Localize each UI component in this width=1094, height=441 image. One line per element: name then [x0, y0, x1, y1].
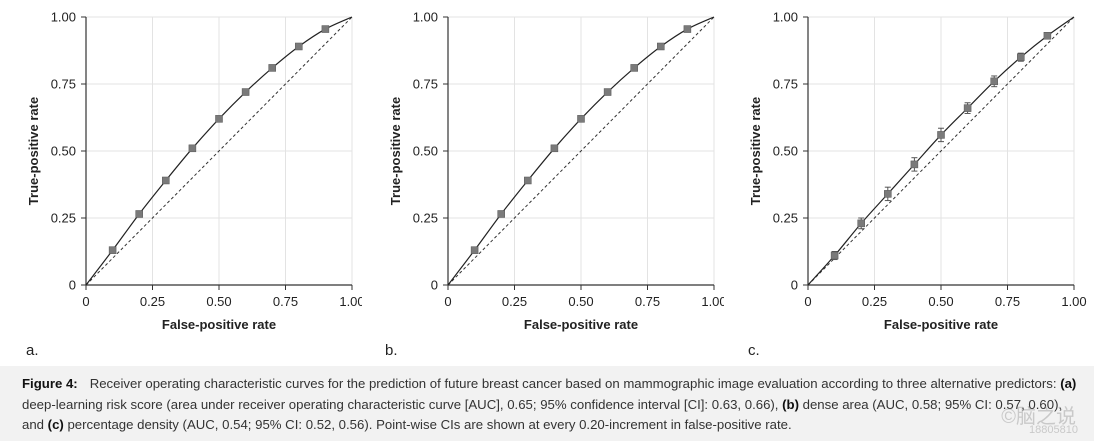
x-axis-title: False-positive rate — [884, 317, 998, 332]
y-tick-label: 0 — [69, 278, 76, 293]
roc-chart-c: 00 0.25 0.25 0.50 0.50 0.75 0.75 1.00 1.00 False-… — [748, 10, 1087, 333]
roc-point — [497, 210, 505, 218]
x-tick-label: 0.75 — [635, 294, 660, 309]
y-axis-title: True-positive rate — [748, 97, 763, 205]
y-tick-label: 0.25 — [51, 211, 76, 226]
panel-label-b: b. — [385, 342, 398, 359]
watermark-id: 18805810 — [1029, 424, 1078, 436]
roc-point — [1043, 32, 1052, 40]
roc-chart-b: 00 0.25 0.25 0.50 0.50 0.75 0.75 1.00 1.00 False-… — [388, 10, 724, 333]
panel-label-c: c. — [748, 342, 760, 359]
x-tick-label: 0.50 — [568, 294, 593, 309]
roc-point — [108, 246, 117, 254]
roc-point — [1017, 53, 1025, 61]
roc-point — [524, 176, 532, 185]
caption-text-c: percentage density (AUC, 0.54; 95% CI: 0… — [63, 417, 792, 432]
y-tick-label: 0.75 — [773, 77, 798, 92]
caption-tag-c: (c) — [47, 417, 64, 432]
y-tick-label: 0.75 — [413, 77, 438, 92]
roc-point — [857, 219, 865, 228]
caption-background — [0, 366, 1094, 441]
x-tick-label: 0 — [82, 294, 89, 309]
x-tick-label: 0.25 — [862, 294, 887, 309]
x-tick-label: 0.25 — [140, 294, 165, 309]
roc-point — [657, 42, 665, 51]
roc-point — [910, 160, 919, 169]
x-tick-label: 1.00 — [1061, 294, 1086, 309]
y-tick-label: 1.00 — [773, 10, 798, 25]
roc-point — [550, 144, 559, 153]
caption-text-a: deep-learning risk score (area under rec… — [22, 396, 783, 412]
caption-text-b: dense area (AUC, 0.58; 95% CI: 0.57, 0.6… — [22, 396, 1063, 433]
roc-chart-a: 00 0.25 0.25 0.50 0.50 0.75 0.75 1.00 1.00 False-… — [26, 10, 362, 333]
roc-point — [577, 115, 585, 123]
roc-point — [321, 25, 330, 33]
roc-point — [470, 246, 479, 254]
y-tick-label: 1.00 — [413, 10, 438, 25]
x-tick-label: 0.50 — [206, 294, 231, 309]
x-axis-title: False-positive rate — [162, 317, 276, 332]
roc-point — [295, 42, 303, 51]
caption-label: Figure 4: — [22, 376, 78, 391]
y-tick-label: 0.50 — [413, 144, 438, 159]
x-tick-label: 0 — [804, 294, 811, 309]
x-axis-title: False-positive rate — [524, 317, 638, 332]
roc-point — [990, 77, 998, 86]
y-tick-label: 0.25 — [413, 211, 438, 226]
roc-point — [683, 25, 692, 33]
caption-tag-a: (a) — [1060, 376, 1077, 391]
y-tick-label: 0.50 — [51, 144, 76, 159]
reference-diagonal-line — [447, 16, 715, 286]
y-axis-title: True-positive rate — [26, 97, 41, 205]
y-tick-label: 1.00 — [51, 10, 76, 25]
roc-point — [215, 115, 223, 123]
roc-point — [630, 64, 638, 72]
roc-point — [603, 88, 612, 96]
roc-point — [830, 251, 839, 260]
x-tick-label: 0.50 — [928, 294, 953, 309]
y-tick-label: 0.75 — [51, 77, 76, 92]
y-tick-label: 0.50 — [773, 144, 798, 159]
figure-caption: Figure 4: Receiver operating characterist… — [22, 374, 1082, 436]
reference-diagonal-line — [85, 16, 353, 286]
x-tick-label: 0.75 — [273, 294, 298, 309]
roc-point — [241, 88, 250, 96]
y-tick-label: 0.25 — [773, 211, 798, 226]
x-tick-label: 0 — [444, 294, 451, 309]
x-tick-label: 1.00 — [339, 294, 362, 309]
roc-point — [135, 210, 143, 218]
roc-point — [937, 131, 945, 139]
x-tick-label: 1.00 — [701, 294, 724, 309]
x-tick-label: 0.25 — [502, 294, 527, 309]
caption-tag-b: (b) — [782, 396, 799, 412]
x-tick-label: 0.75 — [995, 294, 1020, 309]
roc-point — [268, 64, 276, 72]
roc-point — [884, 190, 892, 198]
reference-diagonal-line — [807, 16, 1075, 286]
panel-label-a: a. — [26, 342, 39, 359]
roc-point — [963, 104, 972, 112]
roc-point — [162, 176, 170, 185]
roc-point — [188, 144, 197, 153]
caption-intro: Receiver operating characteristic curves… — [89, 376, 1061, 391]
y-tick-label: 0 — [791, 278, 798, 293]
y-tick-label: 0 — [431, 278, 438, 293]
y-axis-title: True-positive rate — [388, 97, 403, 205]
